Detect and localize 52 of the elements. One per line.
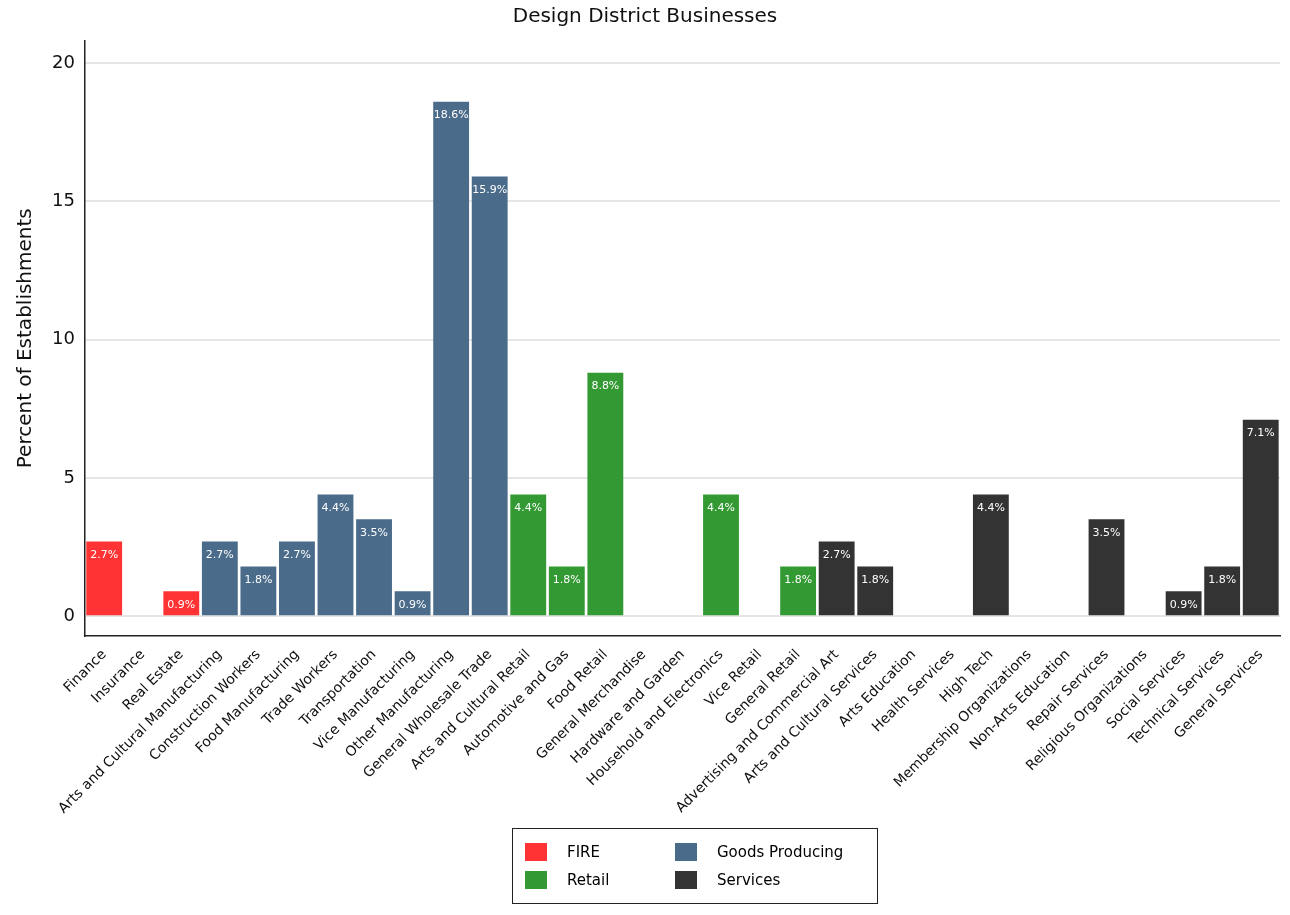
bar [240,566,277,616]
bar [548,566,585,616]
bar [1204,566,1241,616]
data-label: 15.9% [472,182,508,196]
y-tick-label: 20 [52,50,75,72]
y-axis-title: Percent of Establishments [12,208,37,469]
data-label: 3.5% [1092,525,1121,539]
data-label: 2.7% [822,547,851,561]
data-label: 4.4% [707,500,735,514]
data-label: 1.8% [861,572,890,586]
bar [201,541,238,616]
data-label: 1.8% [552,572,581,586]
data-label: 2.7% [205,547,234,561]
bar [317,494,354,616]
bar [780,566,817,616]
bar [279,541,315,616]
bar [356,519,392,616]
data-label: 4.4% [514,500,543,514]
data-label: 1.8% [244,572,273,586]
data-label: 7.1% [1246,426,1275,440]
bar [471,176,508,616]
data-label: 0.9% [398,597,427,611]
bar [703,494,739,616]
data-label: 8.8% [591,379,620,393]
data-label: 2.7% [282,547,311,561]
data-label: 1.8% [1208,572,1237,586]
bar [1088,519,1125,616]
legend-label: Goods Producing [717,843,844,861]
bar [1242,419,1279,616]
legend-label: FIRE [567,843,600,861]
y-tick-label: 15 [52,189,75,211]
y-tick-label: 10 [52,327,75,349]
data-label: 2.7% [90,547,119,561]
legend-label: Services [717,871,781,889]
y-tick-label: 5 [63,465,75,487]
data-label: 4.4% [976,500,1005,514]
bar [857,566,894,616]
bar [972,494,1009,616]
chart-title: Design District Businesses [512,3,778,28]
data-label: 0.9% [1169,597,1198,611]
bar [86,541,123,616]
data-label: 18.6% [433,108,469,122]
data-label: 3.5% [360,525,389,539]
bar [818,541,855,616]
bar [433,101,470,616]
legend-label: Retail [567,871,610,889]
bar [510,494,547,616]
bar [587,372,624,616]
data-label: 0.9% [167,597,196,611]
y-tick-label: 0 [63,603,75,625]
data-label: 1.8% [784,572,813,586]
data-label: 4.4% [321,500,350,514]
